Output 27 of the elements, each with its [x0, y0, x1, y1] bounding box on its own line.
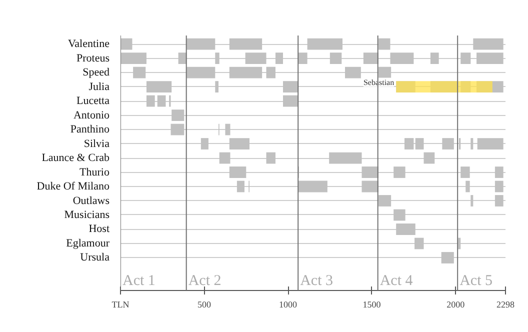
ref-line-label: Act 2: [188, 273, 222, 290]
x-tick-label: 2298: [496, 300, 515, 310]
y-tick-label: Julia: [88, 80, 110, 93]
ref-line-label: Act 4: [380, 273, 414, 290]
x-tick-label: 2000: [446, 300, 466, 310]
y-tick-label: Host: [88, 223, 110, 236]
ref-line-label: Act 1: [122, 273, 156, 290]
y-tick-label: Silvia: [84, 138, 110, 150]
x-tick-label: TLN: [112, 300, 130, 310]
y-tick-label: Ursula: [80, 252, 110, 264]
ref-line-label: Act 5: [460, 273, 493, 290]
ref-line-label: Act 3: [300, 273, 334, 290]
y-tick-label: Outlaws: [72, 194, 110, 207]
y-tick-label: Thurio: [80, 166, 110, 178]
y-tick-label: Antonio: [73, 109, 110, 122]
y-tick-label: Musicians: [64, 208, 110, 221]
x-tick-label: 1000: [279, 300, 298, 310]
y-tick-label: Lucetta: [76, 95, 110, 108]
y-tick-label: Launce & Crab: [42, 152, 110, 164]
y-tick-label: Valentine: [68, 38, 110, 50]
y-tick-label: Duke Of Milano: [36, 180, 110, 193]
y-tick-label: Speed: [82, 66, 110, 79]
y-tick-label: Eglamour: [66, 237, 110, 250]
y-tick-label: Panthino: [70, 124, 110, 136]
x-tick-label: 1500: [362, 300, 382, 310]
y-tick-label: Proteus: [76, 52, 110, 64]
x-tick-label: 500: [198, 300, 212, 310]
